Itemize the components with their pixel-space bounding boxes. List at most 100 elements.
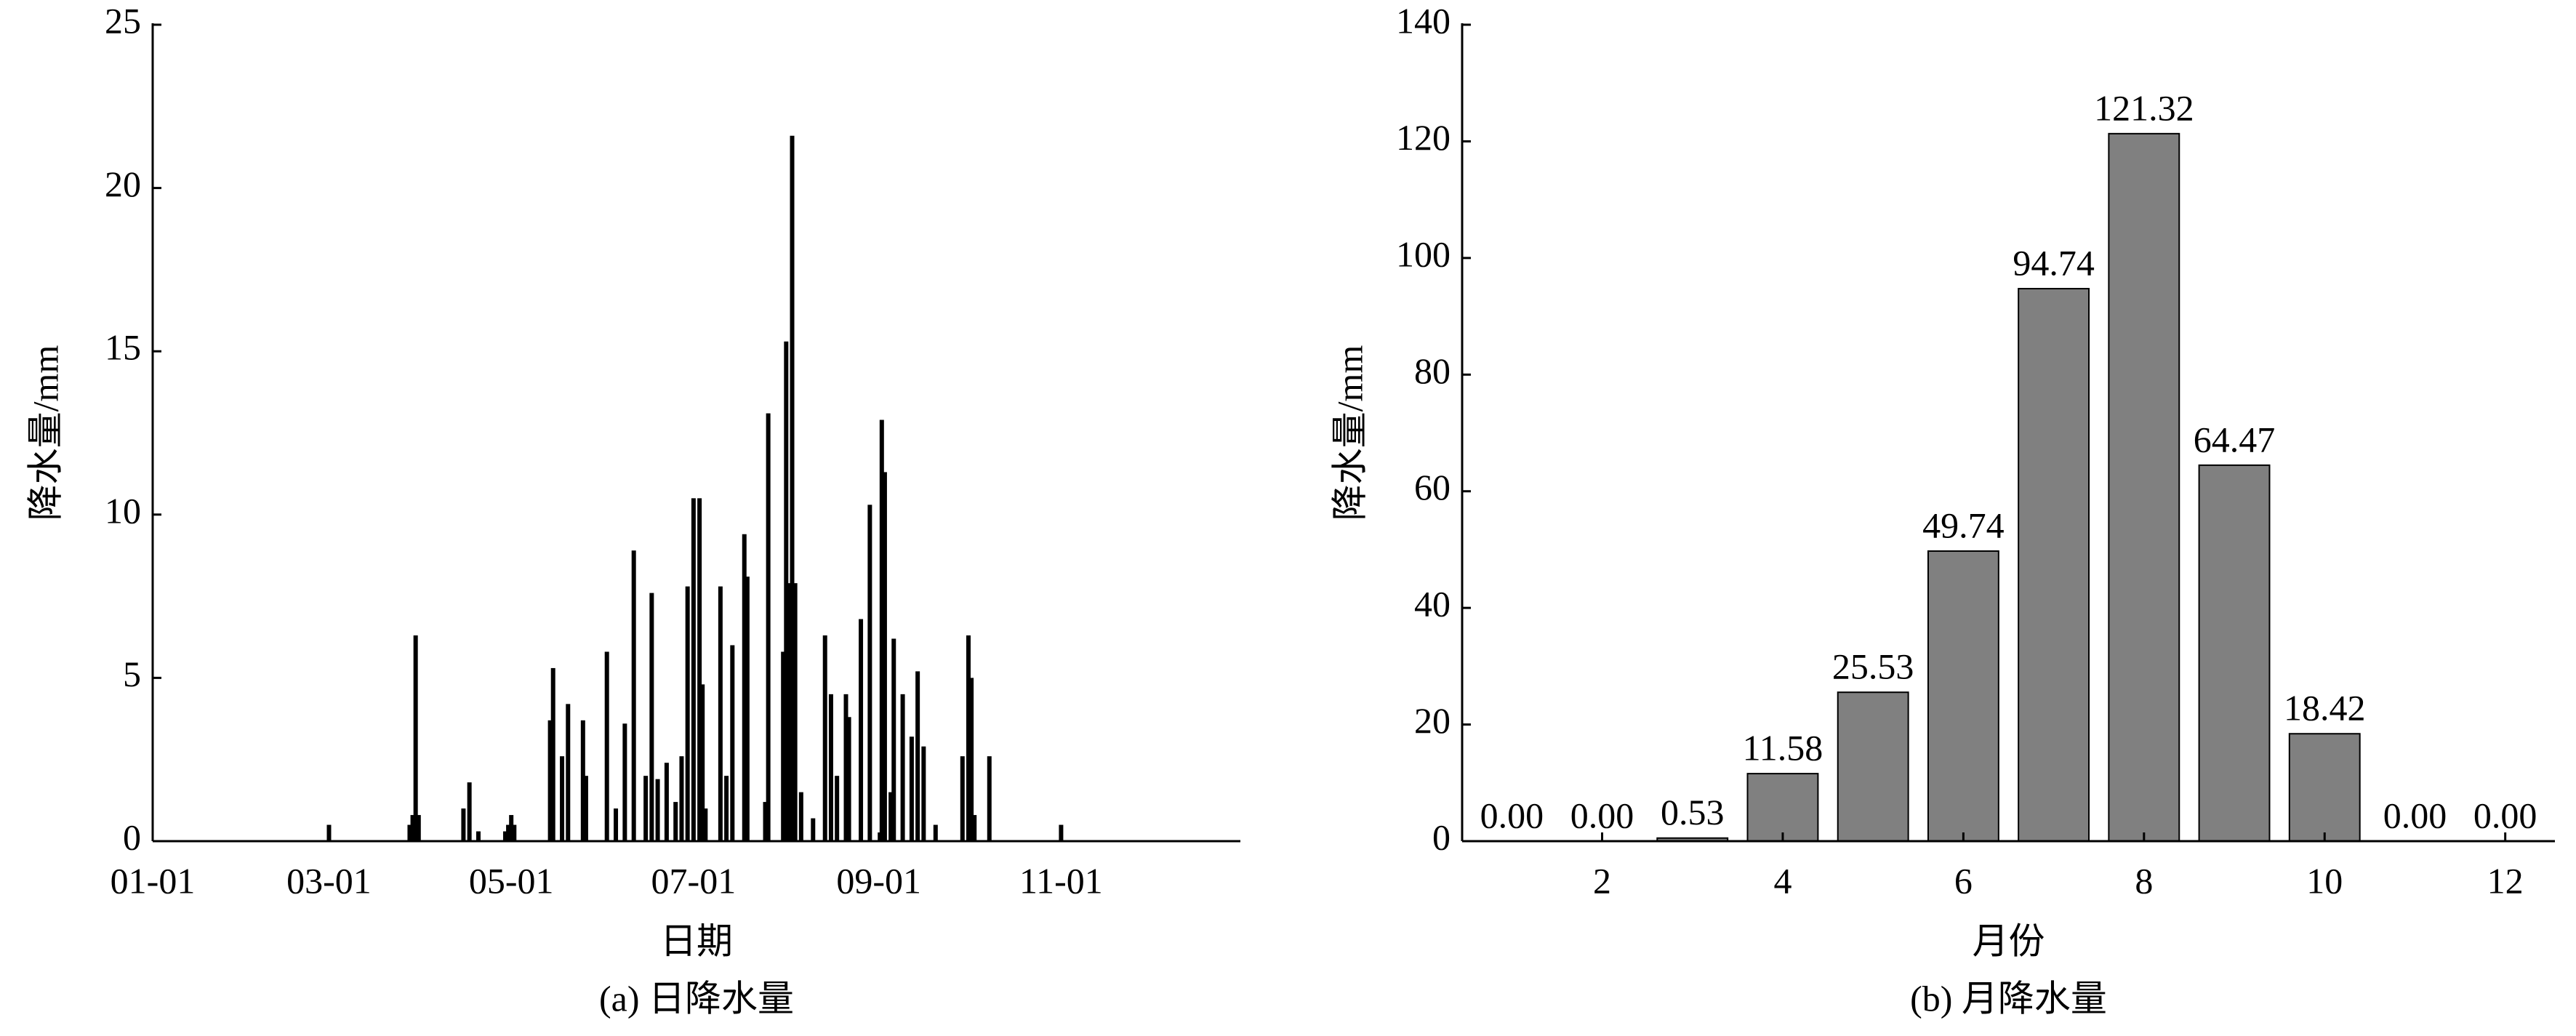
bar — [550, 667, 555, 841]
x-tick-label: 4 — [1773, 860, 1791, 901]
bar — [811, 818, 816, 841]
bar — [2018, 288, 2090, 842]
bar — [512, 824, 517, 841]
value-label: 18.42 — [2284, 688, 2366, 728]
bar — [867, 505, 872, 841]
bar — [766, 413, 771, 841]
bar — [703, 808, 708, 841]
bar — [718, 586, 723, 841]
bar — [697, 498, 702, 841]
bar — [685, 586, 690, 841]
y-tick-label: 80 — [1414, 350, 1450, 391]
value-label: 0.53 — [1661, 792, 1725, 832]
bar — [730, 645, 735, 841]
bar — [960, 756, 965, 841]
bar — [882, 472, 887, 841]
y-tick-label: 10 — [105, 490, 141, 531]
bar — [691, 498, 696, 841]
bar — [972, 815, 977, 841]
bar — [631, 550, 636, 841]
value-label: 0.00 — [1570, 795, 1634, 835]
bar — [787, 583, 792, 841]
x-tick-label: 12 — [2487, 860, 2524, 901]
bar — [745, 577, 750, 841]
bar — [566, 704, 571, 841]
value-label: 0.00 — [1480, 795, 1544, 835]
x-tick-label: 07-01 — [651, 860, 737, 901]
bar — [547, 720, 553, 841]
y-tick-label: 60 — [1414, 467, 1450, 507]
x-tick-label: 2 — [1593, 860, 1611, 901]
bar — [2198, 464, 2271, 842]
bar — [742, 534, 747, 841]
bar — [921, 746, 926, 841]
bar — [798, 792, 803, 841]
bar — [784, 341, 789, 841]
y-tick-label: 25 — [105, 0, 141, 41]
bar — [407, 824, 412, 841]
bar — [781, 651, 786, 841]
x-tick-label: 03-01 — [286, 860, 372, 901]
bar — [763, 802, 768, 841]
bar — [843, 694, 848, 841]
bar — [467, 782, 472, 841]
x-tick-label: 10 — [2306, 860, 2343, 901]
bar — [679, 756, 684, 841]
y-tick-label: 100 — [1396, 233, 1450, 274]
figure-caption: (b) 月降水量 — [1910, 978, 2107, 1019]
value-label: 121.32 — [2094, 87, 2194, 128]
bar — [673, 802, 678, 841]
y-axis-label: 降水量/mm — [1329, 345, 1370, 521]
value-label: 11.58 — [1743, 728, 1823, 768]
x-tick-label: 01-01 — [111, 860, 196, 901]
bar — [416, 815, 421, 841]
y-tick-label: 120 — [1396, 117, 1450, 158]
bar — [643, 776, 649, 841]
x-tick-label: 11-01 — [1019, 860, 1103, 901]
bar — [828, 694, 833, 841]
bar — [2108, 132, 2180, 843]
x-axis-label: 月份 — [1973, 920, 2045, 961]
x-tick-label: 6 — [1954, 860, 1973, 901]
bar — [580, 720, 585, 841]
bar — [888, 792, 894, 841]
bar — [509, 815, 514, 841]
bar — [969, 678, 974, 841]
y-tick-label: 5 — [123, 654, 141, 694]
bar — [655, 779, 660, 841]
bar — [793, 583, 798, 841]
bar — [622, 723, 627, 841]
y-axis-label: 降水量/mm — [25, 345, 65, 521]
y-tick-label: 0 — [123, 816, 141, 857]
bar — [835, 776, 840, 841]
value-label: 0.00 — [2473, 795, 2537, 835]
y-tick-label: 20 — [105, 164, 141, 204]
bar — [879, 419, 884, 841]
bar — [664, 763, 669, 841]
bar — [2288, 733, 2361, 843]
bar — [1837, 691, 1909, 843]
bar — [859, 619, 864, 841]
bar — [790, 135, 795, 841]
y-tick-label: 0 — [1432, 816, 1450, 857]
bar — [476, 831, 481, 841]
y-tick-label: 140 — [1396, 0, 1450, 41]
value-label: 64.47 — [2194, 419, 2276, 459]
x-tick-label: 8 — [2135, 860, 2153, 901]
bar — [614, 808, 619, 841]
bar — [700, 684, 705, 841]
value-label: 25.53 — [1832, 646, 1914, 687]
figure-caption: (a) 日降水量 — [599, 978, 794, 1019]
y-tick-label: 15 — [105, 327, 141, 368]
x-tick-label: 09-01 — [836, 860, 921, 901]
value-label: 49.74 — [1922, 505, 2005, 545]
bar — [1927, 550, 1999, 843]
bar — [822, 635, 827, 841]
y-tick-label: 20 — [1414, 700, 1450, 741]
bar — [724, 776, 729, 841]
bar — [560, 756, 565, 841]
bar — [461, 808, 466, 841]
bar — [413, 635, 418, 841]
bar — [909, 736, 914, 841]
